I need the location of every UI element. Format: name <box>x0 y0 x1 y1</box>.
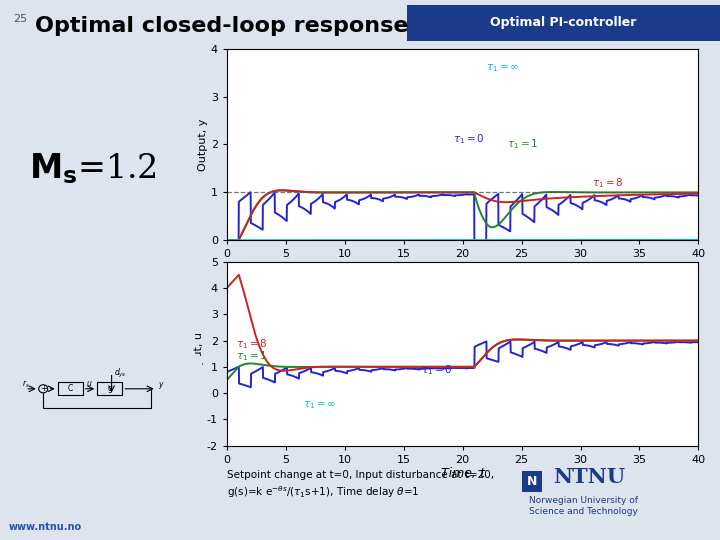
Text: www.ntnu.no: www.ntnu.no <box>9 522 82 532</box>
Text: $\tau_1=8$: $\tau_1=8$ <box>236 337 268 351</box>
Text: C: C <box>68 384 73 393</box>
Text: Setpoint change at t=0, Input disturbance at t=20,: Setpoint change at t=0, Input disturbanc… <box>227 470 494 480</box>
Text: $\tau_1=8$: $\tau_1=8$ <box>593 177 624 191</box>
Text: $\tau_1=1$: $\tau_1=1$ <box>236 349 268 363</box>
Text: $\tau_1=1$: $\tau_1=1$ <box>508 137 539 151</box>
Bar <box>97 382 122 395</box>
Text: $\tau_1=0$: $\tau_1=0$ <box>453 132 485 146</box>
Text: $\mathbf{M_s}$=1.2: $\mathbf{M_s}$=1.2 <box>29 151 156 186</box>
Text: $r_s$: $r_s$ <box>22 379 30 390</box>
Text: $d_{ys}$: $d_{ys}$ <box>114 367 127 380</box>
Text: Optimal closed-loop response: Optimal closed-loop response <box>35 16 408 36</box>
Text: $y$: $y$ <box>158 380 164 391</box>
Text: $u$: $u$ <box>86 380 93 388</box>
Text: 25: 25 <box>13 14 27 24</box>
Text: g(s)=k e$^{-\theta s}$/($\tau_1$s+1), Time delay $\theta$=1: g(s)=k e$^{-\theta s}$/($\tau_1$s+1), Ti… <box>227 484 419 500</box>
Text: g: g <box>107 384 112 393</box>
Bar <box>58 382 83 395</box>
X-axis label: Time, t: Time, t <box>441 467 485 480</box>
Text: Optimal PI-controller: Optimal PI-controller <box>490 16 636 30</box>
Text: N: N <box>527 475 537 488</box>
Y-axis label: Input, u: Input, u <box>194 332 204 375</box>
Text: $\tau_1=\infty$: $\tau_1=\infty$ <box>303 400 337 411</box>
Text: Science and Technology: Science and Technology <box>529 507 638 516</box>
Text: $\tau_1=\infty$: $\tau_1=\infty$ <box>486 62 520 74</box>
Text: +: + <box>40 384 47 393</box>
Text: NTNU: NTNU <box>553 467 625 487</box>
Text: $\tau_1=0$: $\tau_1=0$ <box>421 363 453 377</box>
Text: Norwegian University of: Norwegian University of <box>529 496 638 505</box>
Y-axis label: Output, y: Output, y <box>198 118 208 171</box>
